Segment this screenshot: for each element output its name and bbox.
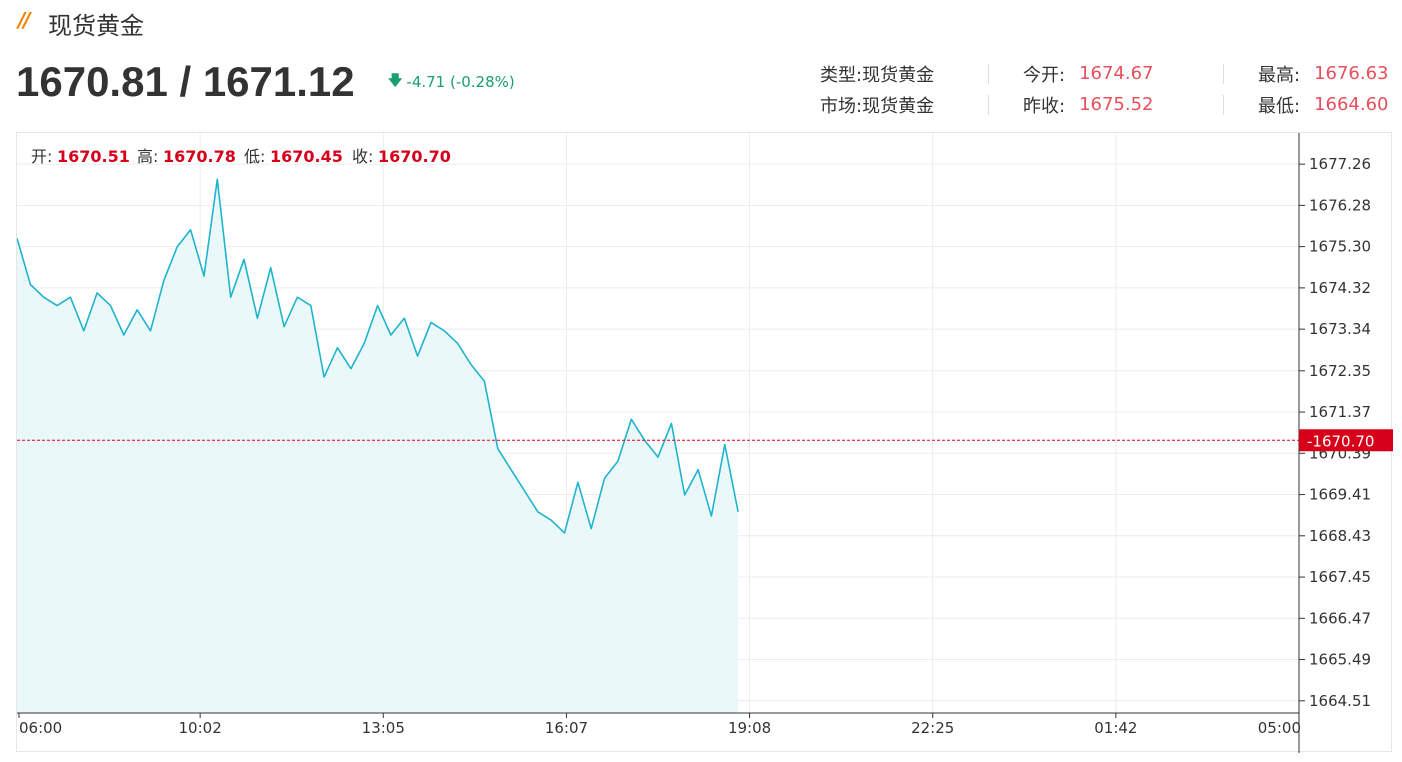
price-chart[interactable]: 1677.26 1676.28 1675.30 1674.32 1673.34 1672.… <box>16 132 1393 753</box>
y-tick-label: 1673.34 <box>1309 320 1371 338</box>
price-chart-svg[interactable]: 1677.26 1676.28 1675.30 1674.32 1673.34 1672.… <box>16 133 1393 753</box>
x-tick-label: 22:25 <box>911 719 954 737</box>
y-axis: 1677.26 1676.28 1675.30 1674.32 1673.34 1672.… <box>1298 133 1393 753</box>
y-tick-label: 1675.30 <box>1309 238 1371 256</box>
stat-divider <box>1223 63 1224 84</box>
ohlc-open-value: 1670.51 <box>57 147 130 166</box>
prev-close-label: 昨收: <box>1023 95 1066 117</box>
brand-mark-icon: // <box>18 8 31 32</box>
price-line <box>16 178 739 534</box>
bid-ask-price: 1670.81 / 1671.12 <box>16 58 355 105</box>
x-tick-label: 19:08 <box>728 719 771 737</box>
y-tick-label: 1674.32 <box>1309 279 1371 297</box>
ohlc-high-label: 高: <box>137 147 158 166</box>
stat-divider <box>1223 94 1224 115</box>
y-tick-label: 1666.47 <box>1309 609 1371 627</box>
low-label: 最低: <box>1258 95 1301 117</box>
page-title: 现货黄金 <box>48 12 144 40</box>
chart-area <box>17 179 739 714</box>
current-price-tag <box>1299 429 1393 452</box>
x-tick-label: 06:00 <box>19 719 62 737</box>
arrow-down-icon: 🡇 <box>388 73 403 89</box>
x-axis: 06:00 10:02 13:05 16:07 19:08 22:25 01:42 05:00 <box>17 712 1301 737</box>
x-tick-label: 13:05 <box>362 719 405 737</box>
price-area <box>17 179 739 714</box>
y-tick-label: 1665.49 <box>1309 651 1371 669</box>
open-value: 1674.67 <box>1079 63 1154 84</box>
y-tick-label: 1672.35 <box>1309 362 1371 380</box>
y-tick-label: 1669.41 <box>1309 486 1371 504</box>
y-tick-label: 1676.28 <box>1309 196 1371 214</box>
open-label: 今开: <box>1023 64 1066 86</box>
prev-close-value: 1675.52 <box>1079 94 1154 115</box>
ohlc-legend: 开: 1670.51 高: 1670.78 低: 1670.45 收: 1670… <box>31 147 451 166</box>
high-value: 1676.63 <box>1314 63 1389 84</box>
y-tick-label: 1667.45 <box>1309 568 1371 586</box>
price-change-value: -4.71 (-0.28%) <box>406 73 515 91</box>
ohlc-close-value: 1670.70 <box>378 147 451 166</box>
market-value: 现货黄金 <box>862 95 935 117</box>
y-tick-label: 1677.26 <box>1309 155 1371 173</box>
x-tick-label: 01:42 <box>1094 719 1137 737</box>
y-tick-label: 1664.51 <box>1309 692 1371 710</box>
ohlc-low-label: 低: <box>244 147 265 166</box>
y-tick-label: 1671.37 <box>1309 403 1371 421</box>
market-label: 市场: <box>820 95 863 117</box>
type-label: 类型: <box>820 64 863 86</box>
x-tick-label: 05:00 <box>1258 719 1301 737</box>
x-tick-label: 16:07 <box>545 719 588 737</box>
y-tick-label: 1668.43 <box>1309 527 1371 545</box>
stat-divider <box>988 63 989 84</box>
quote-stats: 类型: 现货黄金 今开: 1674.67 最高: 1676.63 市场: 现货黄… <box>820 58 1392 120</box>
ohlc-close-label: 收: <box>352 147 373 166</box>
current-price-label: -1670.70 <box>1307 432 1374 450</box>
low-value: 1664.60 <box>1314 94 1389 115</box>
ohlc-high-value: 1670.78 <box>163 147 236 166</box>
stat-divider <box>988 94 989 115</box>
ohlc-low-value: 1670.45 <box>270 147 343 166</box>
type-value: 现货黄金 <box>862 64 935 86</box>
x-tick-label: 10:02 <box>179 719 222 737</box>
high-label: 最高: <box>1258 64 1301 86</box>
ohlc-open-label: 开: <box>31 147 52 166</box>
price-change: 🡇 -4.71 (-0.28%) <box>388 70 515 94</box>
chart-lines <box>16 178 1299 534</box>
